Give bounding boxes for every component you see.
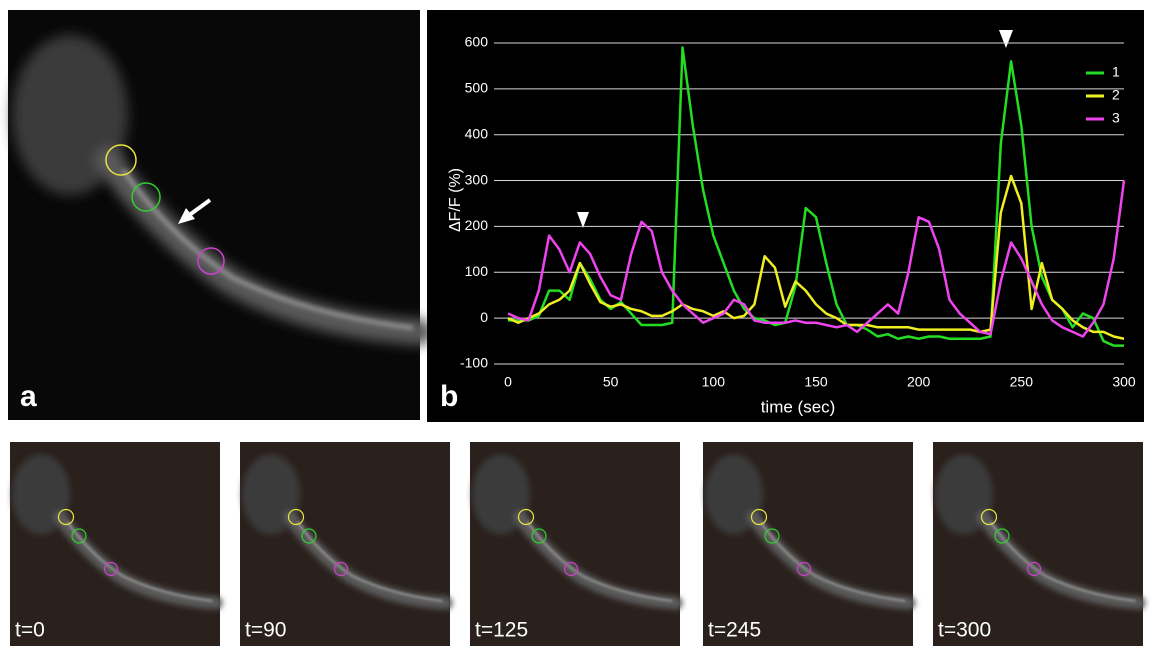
y-tick-label: 300: [465, 171, 489, 187]
x-tick-label: 200: [907, 374, 931, 390]
roi-magenta: [1026, 561, 1042, 577]
panel-label: a: [20, 380, 37, 413]
roi-green: [764, 528, 780, 544]
panel-label: b: [440, 380, 458, 413]
roi-green: [71, 528, 87, 544]
x-axis-title: time (sec): [761, 397, 836, 416]
y-tick-label: 100: [465, 263, 489, 279]
frame-label: t=90: [245, 619, 286, 642]
y-tick-label: 200: [465, 217, 489, 233]
y-tick-label: 600: [465, 34, 489, 50]
series-line: [507, 174, 1125, 340]
x-tick-label: 50: [603, 374, 619, 390]
series-line: [508, 46, 1124, 347]
roi-magenta: [563, 561, 579, 577]
y-tick-label: 400: [465, 125, 489, 141]
roi-green: [531, 528, 547, 544]
x-tick-label: 0: [504, 374, 512, 390]
frame-label: t=245: [708, 619, 761, 642]
x-tick-label: 300: [1112, 374, 1136, 390]
legend-label: 3: [1112, 110, 1120, 126]
y-tick-label: 500: [465, 80, 489, 96]
legend-label: 2: [1112, 87, 1120, 103]
series-line: [507, 180, 1126, 338]
frame-label: t=125: [475, 619, 528, 642]
y-tick-label: 0: [480, 309, 488, 325]
roi-magenta: [796, 561, 812, 577]
marker-arrowhead: [999, 30, 1013, 48]
roi-magenta: [197, 247, 225, 275]
arrow-head: [178, 208, 195, 224]
frames: t=0 t=90 t=125 t=245 t=300: [10, 442, 1143, 646]
roi-yellow: [57, 508, 75, 526]
marker-arrowhead: [577, 212, 589, 228]
roi-green: [301, 528, 317, 544]
roi-yellow: [980, 508, 998, 526]
roi-green: [994, 528, 1010, 544]
x-tick-label: 150: [804, 374, 828, 390]
roi-yellow: [517, 508, 535, 526]
roi-magenta: [333, 561, 349, 577]
roi-magenta: [103, 561, 119, 577]
x-tick-label: 250: [1010, 374, 1034, 390]
legend-label: 1: [1112, 64, 1120, 80]
x-tick-label: 100: [702, 374, 726, 390]
panel-b: [427, 10, 1144, 422]
chart: -100 0 100 200 300 400 500 600 0 50 100 150 200 250 30…: [460, 34, 1136, 390]
roi-green: [131, 182, 161, 212]
y-tick-label: -100: [460, 355, 488, 371]
y-axis-title: ΔF/F (%): [447, 168, 464, 232]
frame-label: t=0: [15, 619, 45, 642]
arrow: [186, 198, 212, 218]
roi-yellow: [105, 144, 137, 176]
roi-yellow: [750, 508, 768, 526]
roi-yellow: [287, 508, 305, 526]
frame-label: t=300: [938, 619, 991, 642]
